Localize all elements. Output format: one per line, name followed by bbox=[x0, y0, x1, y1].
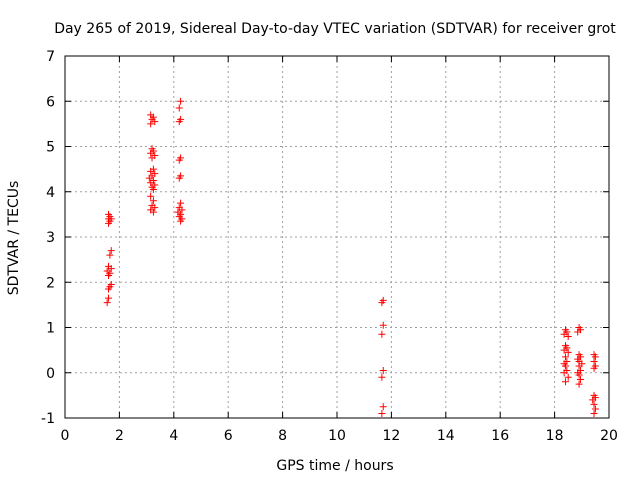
x-tick-label: 20 bbox=[600, 428, 618, 444]
data-point bbox=[105, 285, 113, 293]
data-point bbox=[378, 373, 386, 381]
data-point bbox=[177, 199, 185, 207]
y-tick-labels: -1 0 1 2 3 4 5 6 7 bbox=[41, 49, 55, 427]
data-point bbox=[178, 206, 186, 214]
x-tick-label: 10 bbox=[328, 428, 346, 444]
data-point bbox=[560, 330, 568, 338]
tick-layer bbox=[64, 55, 610, 419]
data-point bbox=[379, 321, 387, 329]
data-point bbox=[591, 405, 599, 413]
y-tick-label: 4 bbox=[46, 185, 55, 201]
data-point bbox=[561, 353, 569, 361]
y-tick-label: 1 bbox=[46, 321, 55, 337]
data-point bbox=[379, 403, 387, 411]
data-point bbox=[149, 185, 157, 193]
x-tick-label: 18 bbox=[546, 428, 564, 444]
data-point bbox=[175, 156, 183, 164]
data-point bbox=[106, 251, 114, 259]
data-point bbox=[590, 364, 598, 372]
y-tick-label: 5 bbox=[46, 140, 55, 156]
grid-layer bbox=[65, 56, 609, 418]
data-point bbox=[105, 271, 113, 279]
data-point bbox=[575, 362, 583, 370]
data-point bbox=[105, 219, 113, 227]
data-point bbox=[575, 380, 583, 388]
x-tick-label: 8 bbox=[278, 428, 287, 444]
data-point bbox=[149, 208, 157, 216]
data-point bbox=[590, 357, 598, 365]
data-point bbox=[151, 204, 159, 212]
data-point bbox=[175, 104, 183, 112]
x-tick-label: 16 bbox=[491, 428, 509, 444]
data-point bbox=[107, 247, 115, 255]
x-tick-label: 2 bbox=[115, 428, 124, 444]
y-tick-label: 6 bbox=[46, 94, 55, 110]
data-point bbox=[378, 409, 386, 417]
data-point bbox=[105, 294, 113, 302]
data-point bbox=[561, 378, 569, 386]
data-point bbox=[378, 330, 386, 338]
data-point bbox=[591, 353, 599, 361]
data-point bbox=[147, 192, 155, 200]
data-point bbox=[107, 265, 115, 273]
x-tick-label: 6 bbox=[224, 428, 233, 444]
data-point bbox=[175, 174, 183, 182]
points-layer bbox=[103, 97, 599, 417]
data-point bbox=[148, 154, 156, 162]
data-point bbox=[574, 328, 582, 336]
y-tick-label: 7 bbox=[46, 49, 55, 65]
data-point bbox=[561, 362, 569, 370]
data-point bbox=[103, 299, 111, 307]
x-tick-label: 0 bbox=[61, 428, 70, 444]
y-tick-label: -1 bbox=[41, 411, 55, 427]
data-point bbox=[147, 120, 155, 128]
data-point bbox=[145, 174, 153, 182]
data-point bbox=[147, 179, 155, 187]
data-point bbox=[147, 149, 155, 157]
x-tick-label: 14 bbox=[437, 428, 455, 444]
data-point bbox=[564, 348, 572, 356]
data-point bbox=[177, 217, 185, 225]
x-axis-label: GPS time / hours bbox=[276, 458, 393, 474]
y-tick-label: 2 bbox=[46, 275, 55, 291]
y-tick-label: 3 bbox=[46, 230, 55, 246]
data-point bbox=[575, 371, 583, 379]
x-tick-label: 12 bbox=[382, 428, 400, 444]
data-point bbox=[589, 396, 597, 404]
data-point bbox=[560, 346, 568, 354]
data-point bbox=[177, 97, 185, 105]
data-point bbox=[379, 366, 387, 374]
data-point bbox=[151, 118, 159, 126]
data-point bbox=[149, 197, 157, 205]
x-tick-label: 4 bbox=[169, 428, 178, 444]
data-point bbox=[560, 369, 568, 377]
data-point bbox=[564, 373, 572, 381]
data-point bbox=[576, 376, 584, 384]
data-point bbox=[590, 400, 598, 408]
data-point bbox=[564, 333, 572, 341]
y-axis-label: SDTVAR / TECUs bbox=[6, 181, 22, 296]
data-point bbox=[590, 409, 598, 417]
data-point bbox=[378, 299, 386, 307]
y-tick-label: 0 bbox=[46, 366, 55, 382]
chart-title: Day 265 of 2019, Sidereal Day-to-day VTE… bbox=[54, 21, 616, 37]
x-tick-labels: 0 2 4 6 8 10 12 14 16 18 20 bbox=[61, 428, 618, 444]
data-point bbox=[175, 118, 183, 126]
data-point bbox=[147, 167, 155, 175]
